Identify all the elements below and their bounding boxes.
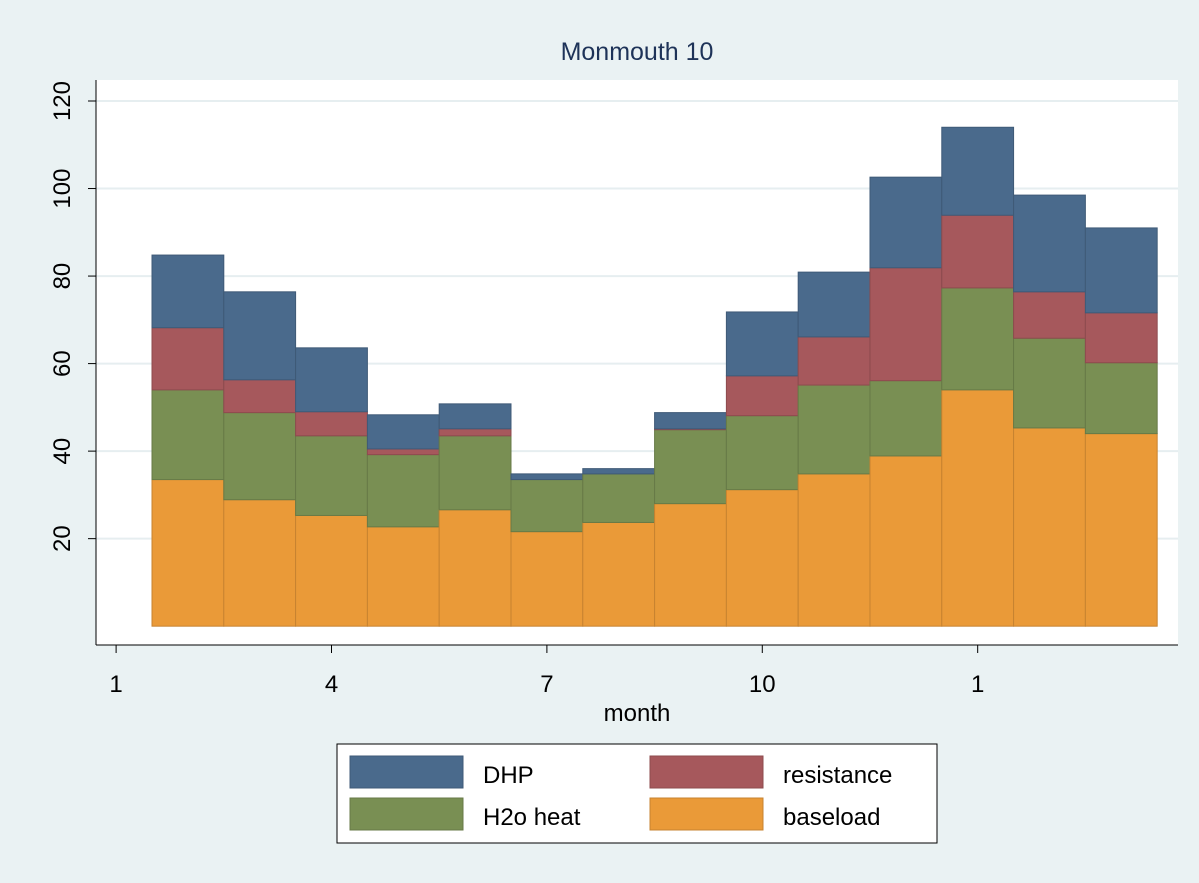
bar-segment — [654, 412, 727, 430]
y-tick-label: 40 — [49, 438, 76, 465]
bar-segment — [941, 287, 1015, 391]
bar-segment — [438, 403, 512, 430]
legend-swatch — [349, 755, 464, 789]
bar-segment — [510, 479, 584, 533]
bar-segment — [151, 254, 225, 329]
bar-segment — [510, 531, 584, 627]
bar-segment — [1013, 337, 1086, 429]
bar-segment — [1013, 291, 1086, 339]
x-axis-label: month — [604, 700, 671, 727]
x-tick-label: 1 — [109, 671, 122, 698]
bar-segment — [366, 526, 440, 627]
bar-segment — [1084, 433, 1158, 627]
bar-segment — [654, 503, 727, 627]
bar-segment — [438, 428, 512, 437]
bar-segment — [438, 435, 512, 511]
bar-segment — [582, 468, 656, 475]
y-tick-label: 100 — [49, 169, 76, 209]
bar-segment — [869, 267, 943, 382]
legend-swatch — [349, 797, 464, 831]
bar-segment — [869, 455, 943, 627]
bar-segment — [295, 411, 368, 437]
bar-segment — [941, 389, 1015, 627]
legend-label: resistance — [783, 762, 892, 789]
bar-segment — [797, 473, 871, 627]
bar-segment — [1013, 427, 1086, 627]
y-tick-label: 20 — [49, 525, 76, 552]
bar-segment — [654, 429, 727, 505]
x-tick-label: 10 — [749, 671, 776, 698]
bar-segment — [725, 489, 799, 627]
chart-title: Monmouth 10 — [561, 38, 714, 66]
bar-segment — [869, 380, 943, 457]
bar-segment — [223, 412, 297, 501]
bar-segment — [941, 214, 1015, 289]
y-tick-label: 80 — [49, 263, 76, 290]
bar-segment — [151, 479, 225, 627]
bar-segment — [582, 521, 656, 627]
bar-segment — [295, 514, 368, 627]
bar-segment — [797, 384, 871, 475]
legend-label: baseload — [783, 804, 880, 831]
bar-segment — [725, 311, 799, 377]
legend-swatch — [649, 797, 764, 831]
bar-segment — [223, 291, 297, 381]
bar-segment — [295, 435, 368, 516]
bar-segment — [366, 414, 440, 450]
bar-segment — [797, 271, 871, 338]
bar-segment — [151, 327, 225, 391]
bar-segment — [223, 379, 297, 414]
y-tick-label: 60 — [49, 350, 76, 377]
y-tick-label: 120 — [49, 81, 76, 121]
bar-segment — [725, 415, 799, 491]
bar-segment — [151, 389, 225, 481]
x-tick-label: 4 — [325, 671, 338, 698]
bar-segment — [438, 509, 512, 627]
bar-segment — [1013, 194, 1086, 293]
bar-segment — [725, 375, 799, 417]
bar-segment — [510, 473, 584, 481]
x-tick-label: 1 — [971, 671, 984, 698]
legend-label: H2o heat — [483, 804, 581, 831]
bar-segment — [366, 448, 440, 456]
bar-segment — [1084, 362, 1158, 435]
bar-segment — [869, 176, 943, 269]
x-tick-label: 7 — [540, 671, 553, 698]
bar-segment — [1084, 312, 1158, 364]
bar-segment — [366, 454, 440, 528]
legend-label: DHP — [483, 762, 534, 789]
bar-segment — [941, 126, 1015, 216]
legend-swatch — [649, 755, 764, 789]
bar-segment — [295, 347, 368, 413]
bar-segment — [582, 473, 656, 523]
bar-segment — [1084, 227, 1158, 314]
bar-segment — [797, 336, 871, 386]
bar-segment — [223, 499, 297, 627]
